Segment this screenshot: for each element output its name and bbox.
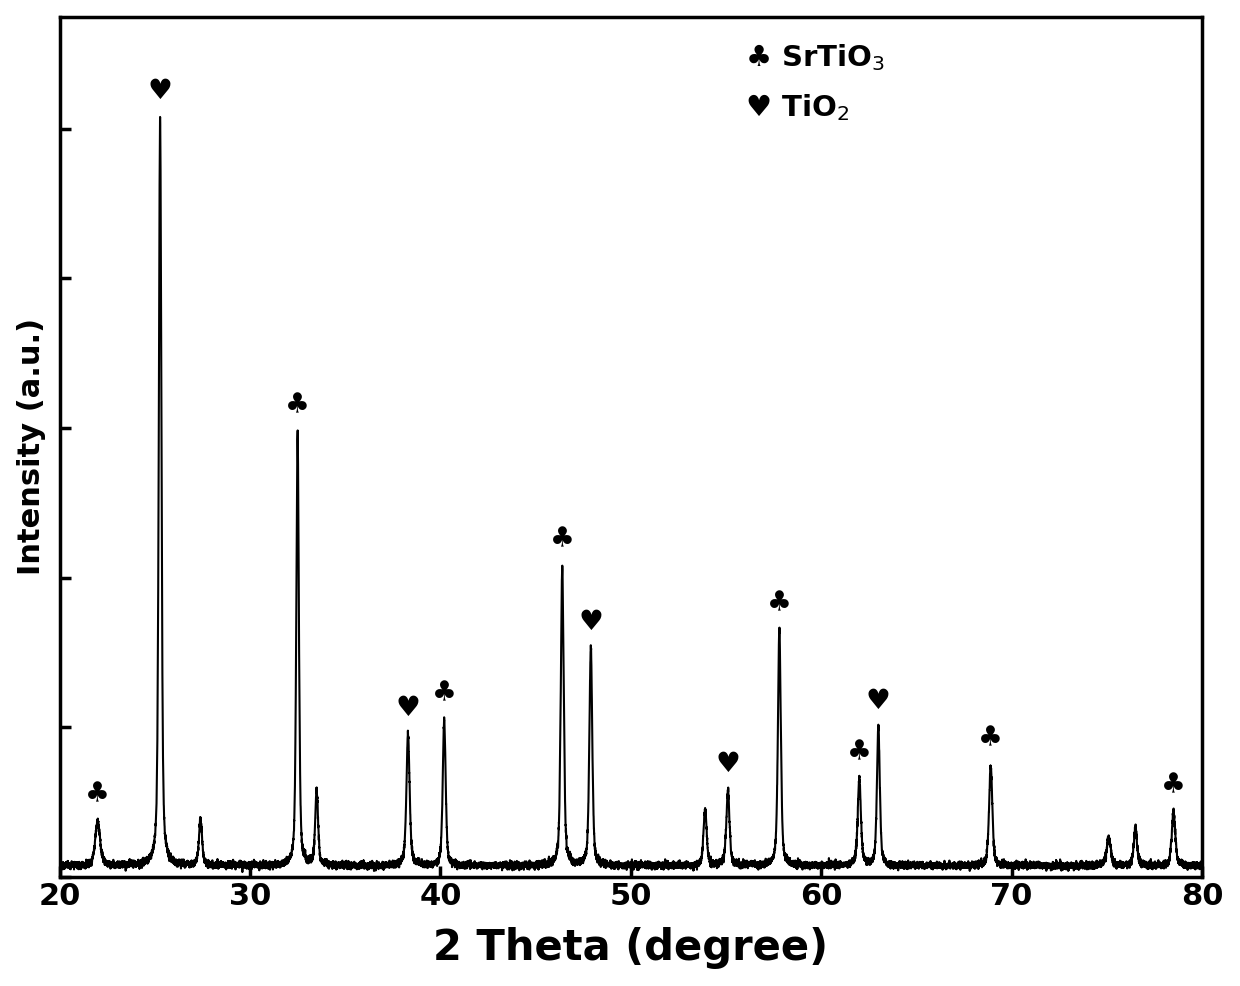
Text: ♣: ♣ [549, 526, 574, 554]
Text: ♥: ♥ [148, 77, 172, 105]
Y-axis label: Intensity (a.u.): Intensity (a.u.) [16, 318, 46, 575]
Text: ♥: ♥ [578, 608, 604, 636]
Text: ♣ SrTiO$_3$
♥ TiO$_2$: ♣ SrTiO$_3$ ♥ TiO$_2$ [745, 42, 885, 123]
Text: ♣: ♣ [766, 590, 792, 617]
Text: ♣: ♣ [432, 679, 456, 707]
Text: ♥: ♥ [396, 694, 420, 722]
X-axis label: 2 Theta (degree): 2 Theta (degree) [433, 928, 828, 969]
Text: ♣: ♣ [847, 739, 872, 767]
Text: ♥: ♥ [866, 686, 890, 715]
Text: ♣: ♣ [978, 724, 1003, 752]
Text: ♣: ♣ [285, 391, 310, 419]
Text: ♥: ♥ [715, 750, 740, 778]
Text: ♣: ♣ [1161, 771, 1185, 799]
Text: ♣: ♣ [86, 780, 110, 808]
